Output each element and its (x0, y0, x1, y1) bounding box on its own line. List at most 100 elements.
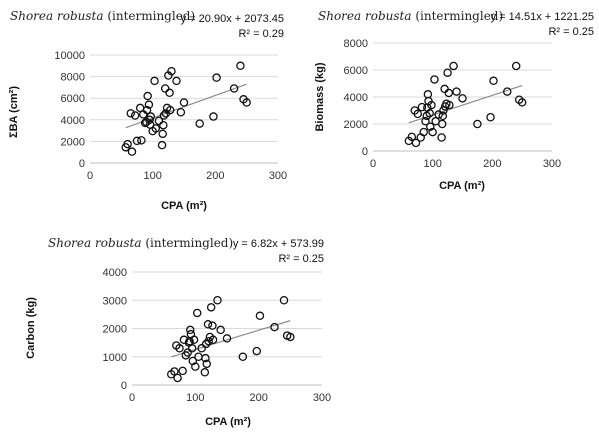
data-point (511, 61, 521, 71)
data-point (175, 344, 184, 353)
y-tick-label: 8000 (344, 38, 368, 50)
y-tick-label: 2000 (344, 119, 368, 131)
data-point (179, 98, 189, 107)
y-tick-label: 10000 (54, 50, 85, 62)
data-point (425, 108, 434, 118)
data-point (192, 308, 202, 318)
chart-title: Shorea robusta (intermingled) (48, 236, 233, 250)
data-point (165, 88, 174, 98)
regression-equation: y = 20.90x + 2073.45 (181, 13, 284, 25)
y-tick-label: 6000 (61, 93, 85, 105)
data-point (158, 129, 167, 139)
data-point (173, 373, 182, 383)
title-species: Shorea robusta (48, 236, 142, 250)
data-point (203, 320, 213, 329)
r-squared: R² = 0.25 (278, 253, 324, 265)
y-tick-label: 0 (362, 146, 368, 158)
data-point (208, 335, 218, 345)
data-point (445, 100, 454, 110)
r-squared: R² = 0.29 (238, 28, 284, 40)
data-point (212, 73, 221, 82)
data-point (216, 325, 225, 335)
data-point (489, 76, 498, 86)
data-point (201, 339, 211, 349)
data-point (473, 119, 482, 129)
data-point (159, 120, 168, 130)
data-point (419, 127, 428, 137)
data-point (186, 325, 195, 335)
data-point (200, 368, 210, 377)
y-tick-label: 0 (121, 380, 127, 392)
chart-carbon: Shorea robusta (intermingled) y = 6.82x … (25, 236, 331, 428)
y-tick-label: 8000 (61, 72, 85, 84)
data-point (167, 66, 176, 76)
data-point (159, 111, 169, 120)
data-point (206, 303, 216, 312)
data-point (458, 94, 467, 103)
data-point (443, 68, 452, 77)
data-point (137, 136, 146, 145)
data-point (242, 98, 251, 107)
data-point (127, 147, 137, 156)
data-point (209, 112, 218, 121)
y-axis-label: Carbon (kg) (25, 297, 37, 359)
title-rest: (intermingled) (142, 236, 234, 250)
data-point (183, 348, 192, 357)
data-point (421, 117, 430, 126)
data-point (208, 321, 217, 330)
chart-title: Shorea robusta (intermingled) (10, 9, 195, 23)
y-axis-label: ΣBA (cm²) (8, 86, 20, 138)
data-point (142, 105, 152, 115)
y-tick-label: 4000 (61, 115, 85, 127)
data-point (222, 334, 232, 343)
data-point (252, 346, 262, 356)
title-rest: (intermingled) (412, 9, 504, 23)
x-axis-label: CPA (m²) (439, 180, 485, 192)
data-point (437, 119, 447, 129)
data-point (150, 76, 159, 86)
data-point (143, 91, 152, 101)
data-point (417, 102, 427, 112)
data-point (151, 124, 161, 133)
data-point (197, 344, 206, 353)
y-tick-label: 0 (79, 158, 85, 170)
data-point (165, 105, 175, 115)
x-tick-label: 200 (483, 158, 501, 170)
data-point (255, 311, 265, 321)
data-point (238, 352, 248, 361)
x-axis-label: CPA (m²) (161, 200, 207, 212)
data-point (126, 109, 135, 118)
data-point (438, 111, 448, 121)
data-point (444, 88, 454, 98)
x-tick-label: 300 (269, 170, 287, 182)
y-tick-label: 3000 (103, 295, 127, 307)
data-point (437, 133, 446, 142)
data-point (428, 127, 437, 137)
data-point (517, 98, 527, 107)
data-point (411, 138, 421, 148)
x-tick-label: 0 (87, 170, 93, 182)
data-point (176, 107, 186, 117)
x-tick-label: 300 (313, 392, 331, 404)
x-tick-label: 0 (370, 158, 376, 170)
data-point (157, 140, 167, 150)
data-point (187, 344, 197, 353)
title-species: Shorea robusta (318, 9, 412, 23)
x-tick-label: 100 (423, 158, 441, 170)
data-point (201, 353, 210, 363)
data-point (189, 335, 199, 345)
data-point (144, 100, 154, 109)
data-point (502, 87, 512, 96)
data-point (440, 84, 449, 94)
title-rest: (intermingled) (104, 9, 196, 23)
data-point (172, 76, 181, 86)
data-point (170, 367, 179, 376)
chart-biomass: Shorea robusta (intermingled) y = 14.51x… (314, 9, 594, 192)
data-point (204, 336, 213, 346)
data-point (407, 132, 417, 142)
data-point (452, 87, 461, 96)
data-point (270, 322, 279, 332)
data-point (202, 359, 211, 369)
data-point (430, 75, 439, 84)
